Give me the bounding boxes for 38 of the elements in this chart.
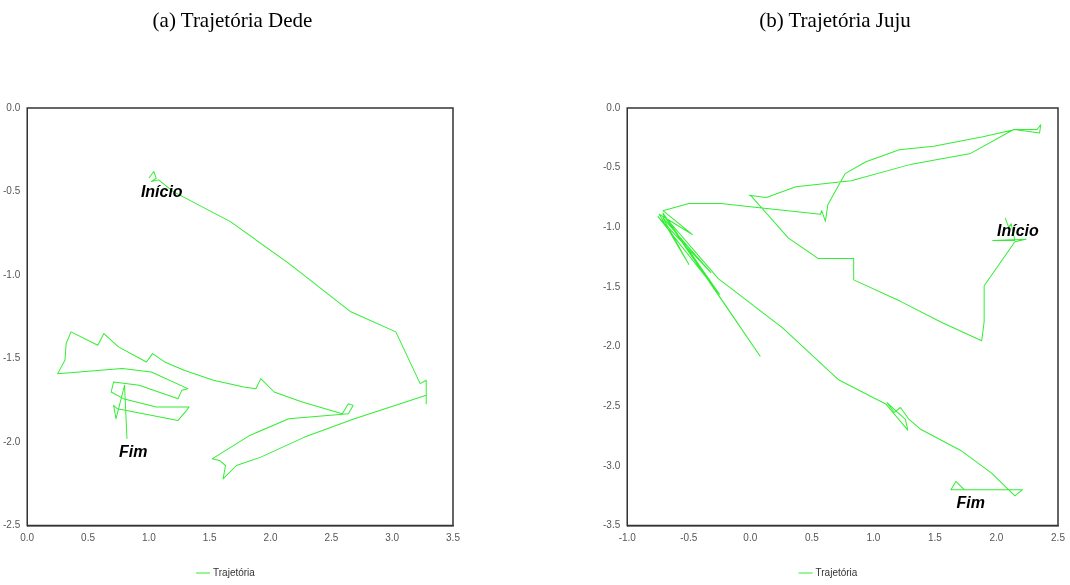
x-tick-label: 0.0 [20,532,35,544]
y-tick-label: -2.0 [603,340,621,352]
y-tick-label: -1.0 [603,221,621,233]
x-tick-label: 2.5 [324,532,339,544]
legend-label: Trajetória [815,566,858,578]
annotation: Início [997,221,1040,240]
y-tick-label: -1.5 [603,280,621,292]
y-tick-label: -1.5 [3,352,21,364]
y-tick-label: -2.5 [3,519,21,531]
y-tick-label: 0.0 [606,101,621,113]
y-tick-label: -2.0 [3,435,21,447]
x-tick-label: -0.5 [680,532,698,544]
x-tick-label: 1.0 [141,532,157,544]
y-tick-label: -0.5 [3,185,21,197]
x-tick-label: 2.0 [989,532,1004,544]
x-tick-label: 1.5 [202,532,218,544]
y-tick-label: -2.5 [603,400,621,412]
annotation: Fim [118,442,148,461]
x-tick-label: 2.0 [263,532,278,544]
y-tick-label: -3.5 [603,519,621,531]
y-tick-label: 0.0 [6,101,21,113]
x-tick-label: 3.5 [446,532,461,544]
x-tick-label: -1.0 [618,532,637,544]
x-tick-label: 0.0 [743,532,758,544]
x-tick-label: 1.0 [866,532,881,544]
chart-title: (b) Trajetória Juju [758,8,912,33]
x-tick-label: 3.0 [385,532,400,544]
x-tick-label: 0.5 [81,532,96,544]
y-tick-label: -0.5 [603,161,621,173]
y-tick-label: -1.0 [3,268,21,280]
legend-label: Trajetória [213,566,256,578]
x-tick-label: 2.5 [1051,532,1066,544]
annotation: Início [140,181,183,200]
annotation: Fim [956,493,985,512]
x-tick-label: 0.5 [804,532,820,544]
x-tick-label: 1.5 [927,532,943,544]
y-tick-label: -3.0 [603,459,621,471]
chart-title: (a) Trajetória Dede [151,8,314,33]
